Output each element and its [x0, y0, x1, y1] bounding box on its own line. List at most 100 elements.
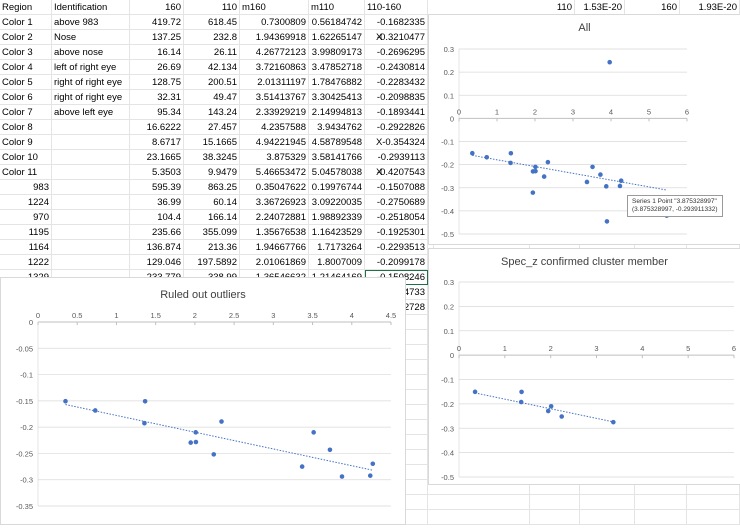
table-cell[interactable]: 1.35676538 [240, 225, 309, 240]
table-cell[interactable]: 232.8 [184, 30, 240, 45]
table-cell[interactable]: Color 2 [0, 30, 52, 45]
data-point[interactable] [327, 447, 333, 453]
table-cell[interactable]: 95.34 [130, 105, 184, 120]
table-cell[interactable]: 1.94667766 [240, 240, 309, 255]
table-cell[interactable]: -0.2518054 [365, 210, 428, 225]
table-cell[interactable]: 1.78476882 [309, 75, 365, 90]
table-cell[interactable]: 983 [0, 180, 52, 195]
table-cell[interactable]: 1222 [0, 255, 52, 270]
data-point[interactable] [211, 452, 217, 457]
data-point[interactable] [618, 178, 624, 184]
table-cell[interactable]: right of right eye [52, 90, 130, 105]
table-cell[interactable]: 2.01061869 [240, 255, 309, 270]
table-cell[interactable]: 1.8007009 [309, 255, 365, 270]
header-cell[interactable]: m160 [240, 0, 309, 15]
flag-cell[interactable]: X [374, 165, 428, 180]
table-cell[interactable]: 3.9434762 [309, 120, 365, 135]
table-cell[interactable]: above 983 [52, 15, 130, 30]
data-point[interactable] [63, 398, 68, 404]
data-point[interactable] [519, 389, 524, 395]
table-cell[interactable]: Color 1 [0, 15, 52, 30]
data-point[interactable] [603, 184, 609, 189]
header-cell[interactable]: 110-160 [365, 0, 428, 15]
table-cell[interactable]: 8.6717 [130, 135, 184, 150]
data-point[interactable] [598, 172, 603, 177]
header-cell[interactable]: 1.53E-20 [575, 0, 625, 15]
table-cell[interactable]: 1.7173264 [309, 240, 365, 255]
data-point[interactable] [311, 430, 316, 435]
data-point[interactable] [339, 474, 345, 479]
data-point[interactable] [484, 154, 490, 160]
table-cell[interactable]: -0.1925301 [365, 225, 428, 240]
table-cell[interactable]: 137.25 [130, 30, 184, 45]
table-cell[interactable]: 1.94369918 [240, 30, 309, 45]
table-cell[interactable]: 128.75 [130, 75, 184, 90]
table-cell[interactable]: 970 [0, 210, 52, 225]
table-cell[interactable] [52, 240, 130, 255]
table-cell[interactable]: 0.19976744 [309, 180, 365, 195]
table-cell[interactable]: 200.51 [184, 75, 240, 90]
header-cell[interactable]: 160 [625, 0, 680, 15]
table-cell[interactable]: 32.31 [130, 90, 184, 105]
data-point[interactable] [370, 461, 376, 467]
table-cell[interactable]: 197.5892 [184, 255, 240, 270]
table-cell[interactable]: 0.35047622 [240, 180, 309, 195]
table-cell[interactable]: 129.046 [130, 255, 184, 270]
table-cell[interactable]: 2.24072881 [240, 210, 309, 225]
table-cell[interactable] [52, 210, 130, 225]
table-cell[interactable]: 26.11 [184, 45, 240, 60]
table-cell[interactable]: 4.58789548 [309, 135, 365, 150]
data-point[interactable] [559, 414, 565, 419]
table-cell[interactable]: 2.14994813 [309, 105, 365, 120]
header-cell[interactable]: Identification [52, 0, 130, 15]
table-cell[interactable]: -0.1893441 [365, 105, 428, 120]
table-cell[interactable]: Color 4 [0, 60, 52, 75]
table-cell[interactable]: 3.99809173 [309, 45, 365, 60]
chart-all[interactable]: All 0.3 0.2 0.1 0 -0.1 -0.2 -0.3 -0.4 -0.5 0 1 2 3 4 5… [428, 14, 740, 245]
empty-cell[interactable] [580, 480, 635, 495]
table-cell[interactable]: Color 6 [0, 90, 52, 105]
data-point[interactable] [193, 430, 199, 435]
table-cell[interactable]: -0.2293513 [365, 240, 428, 255]
table-cell[interactable]: 136.874 [130, 240, 184, 255]
data-point[interactable] [472, 389, 478, 395]
table-cell[interactable]: 1.62265147 [309, 30, 365, 45]
table-cell[interactable] [52, 165, 130, 180]
table-cell[interactable]: 3.875329 [240, 150, 309, 165]
table-cell[interactable]: 618.45 [184, 15, 240, 30]
table-cell[interactable]: 16.6222 [130, 120, 184, 135]
table-cell[interactable]: 1164 [0, 240, 52, 255]
table-cell[interactable] [52, 135, 130, 150]
data-point[interactable] [193, 439, 199, 445]
header-cell[interactable]: 110 [530, 0, 575, 15]
table-cell[interactable]: 1195 [0, 225, 52, 240]
table-cell[interactable]: 213.36 [184, 240, 240, 255]
table-cell[interactable]: 1.98892339 [309, 210, 365, 225]
table-cell[interactable]: Color 7 [0, 105, 52, 120]
empty-cell[interactable] [428, 480, 530, 495]
table-cell[interactable]: -0.2430814 [365, 60, 428, 75]
empty-cell[interactable] [580, 510, 635, 525]
table-cell[interactable]: 16.14 [130, 45, 184, 60]
table-cell[interactable]: left of right eye [52, 60, 130, 75]
table-cell[interactable]: 2.33929219 [240, 105, 309, 120]
table-cell[interactable]: 38.3245 [184, 150, 240, 165]
empty-cell[interactable] [687, 510, 740, 525]
table-cell[interactable]: -0.2696295 [365, 45, 428, 60]
data-point[interactable] [548, 403, 554, 409]
table-cell[interactable]: 104.4 [130, 210, 184, 225]
data-point[interactable] [518, 399, 524, 405]
table-cell[interactable]: above left eye [52, 105, 130, 120]
table-cell[interactable]: Color 10 [0, 150, 52, 165]
header-cell[interactable]: 1.93E-20 [680, 0, 740, 15]
table-cell[interactable]: 1224 [0, 195, 52, 210]
table-cell[interactable]: 1.16423529 [309, 225, 365, 240]
data-point[interactable] [508, 150, 514, 156]
table-cell[interactable]: 3.51413767 [240, 90, 309, 105]
empty-cell[interactable] [687, 495, 740, 510]
data-point[interactable] [541, 174, 547, 179]
table-cell[interactable]: 3.58141766 [309, 150, 365, 165]
table-cell[interactable]: 60.14 [184, 195, 240, 210]
table-cell[interactable]: Color 9 [0, 135, 52, 150]
data-point[interactable] [533, 164, 538, 170]
